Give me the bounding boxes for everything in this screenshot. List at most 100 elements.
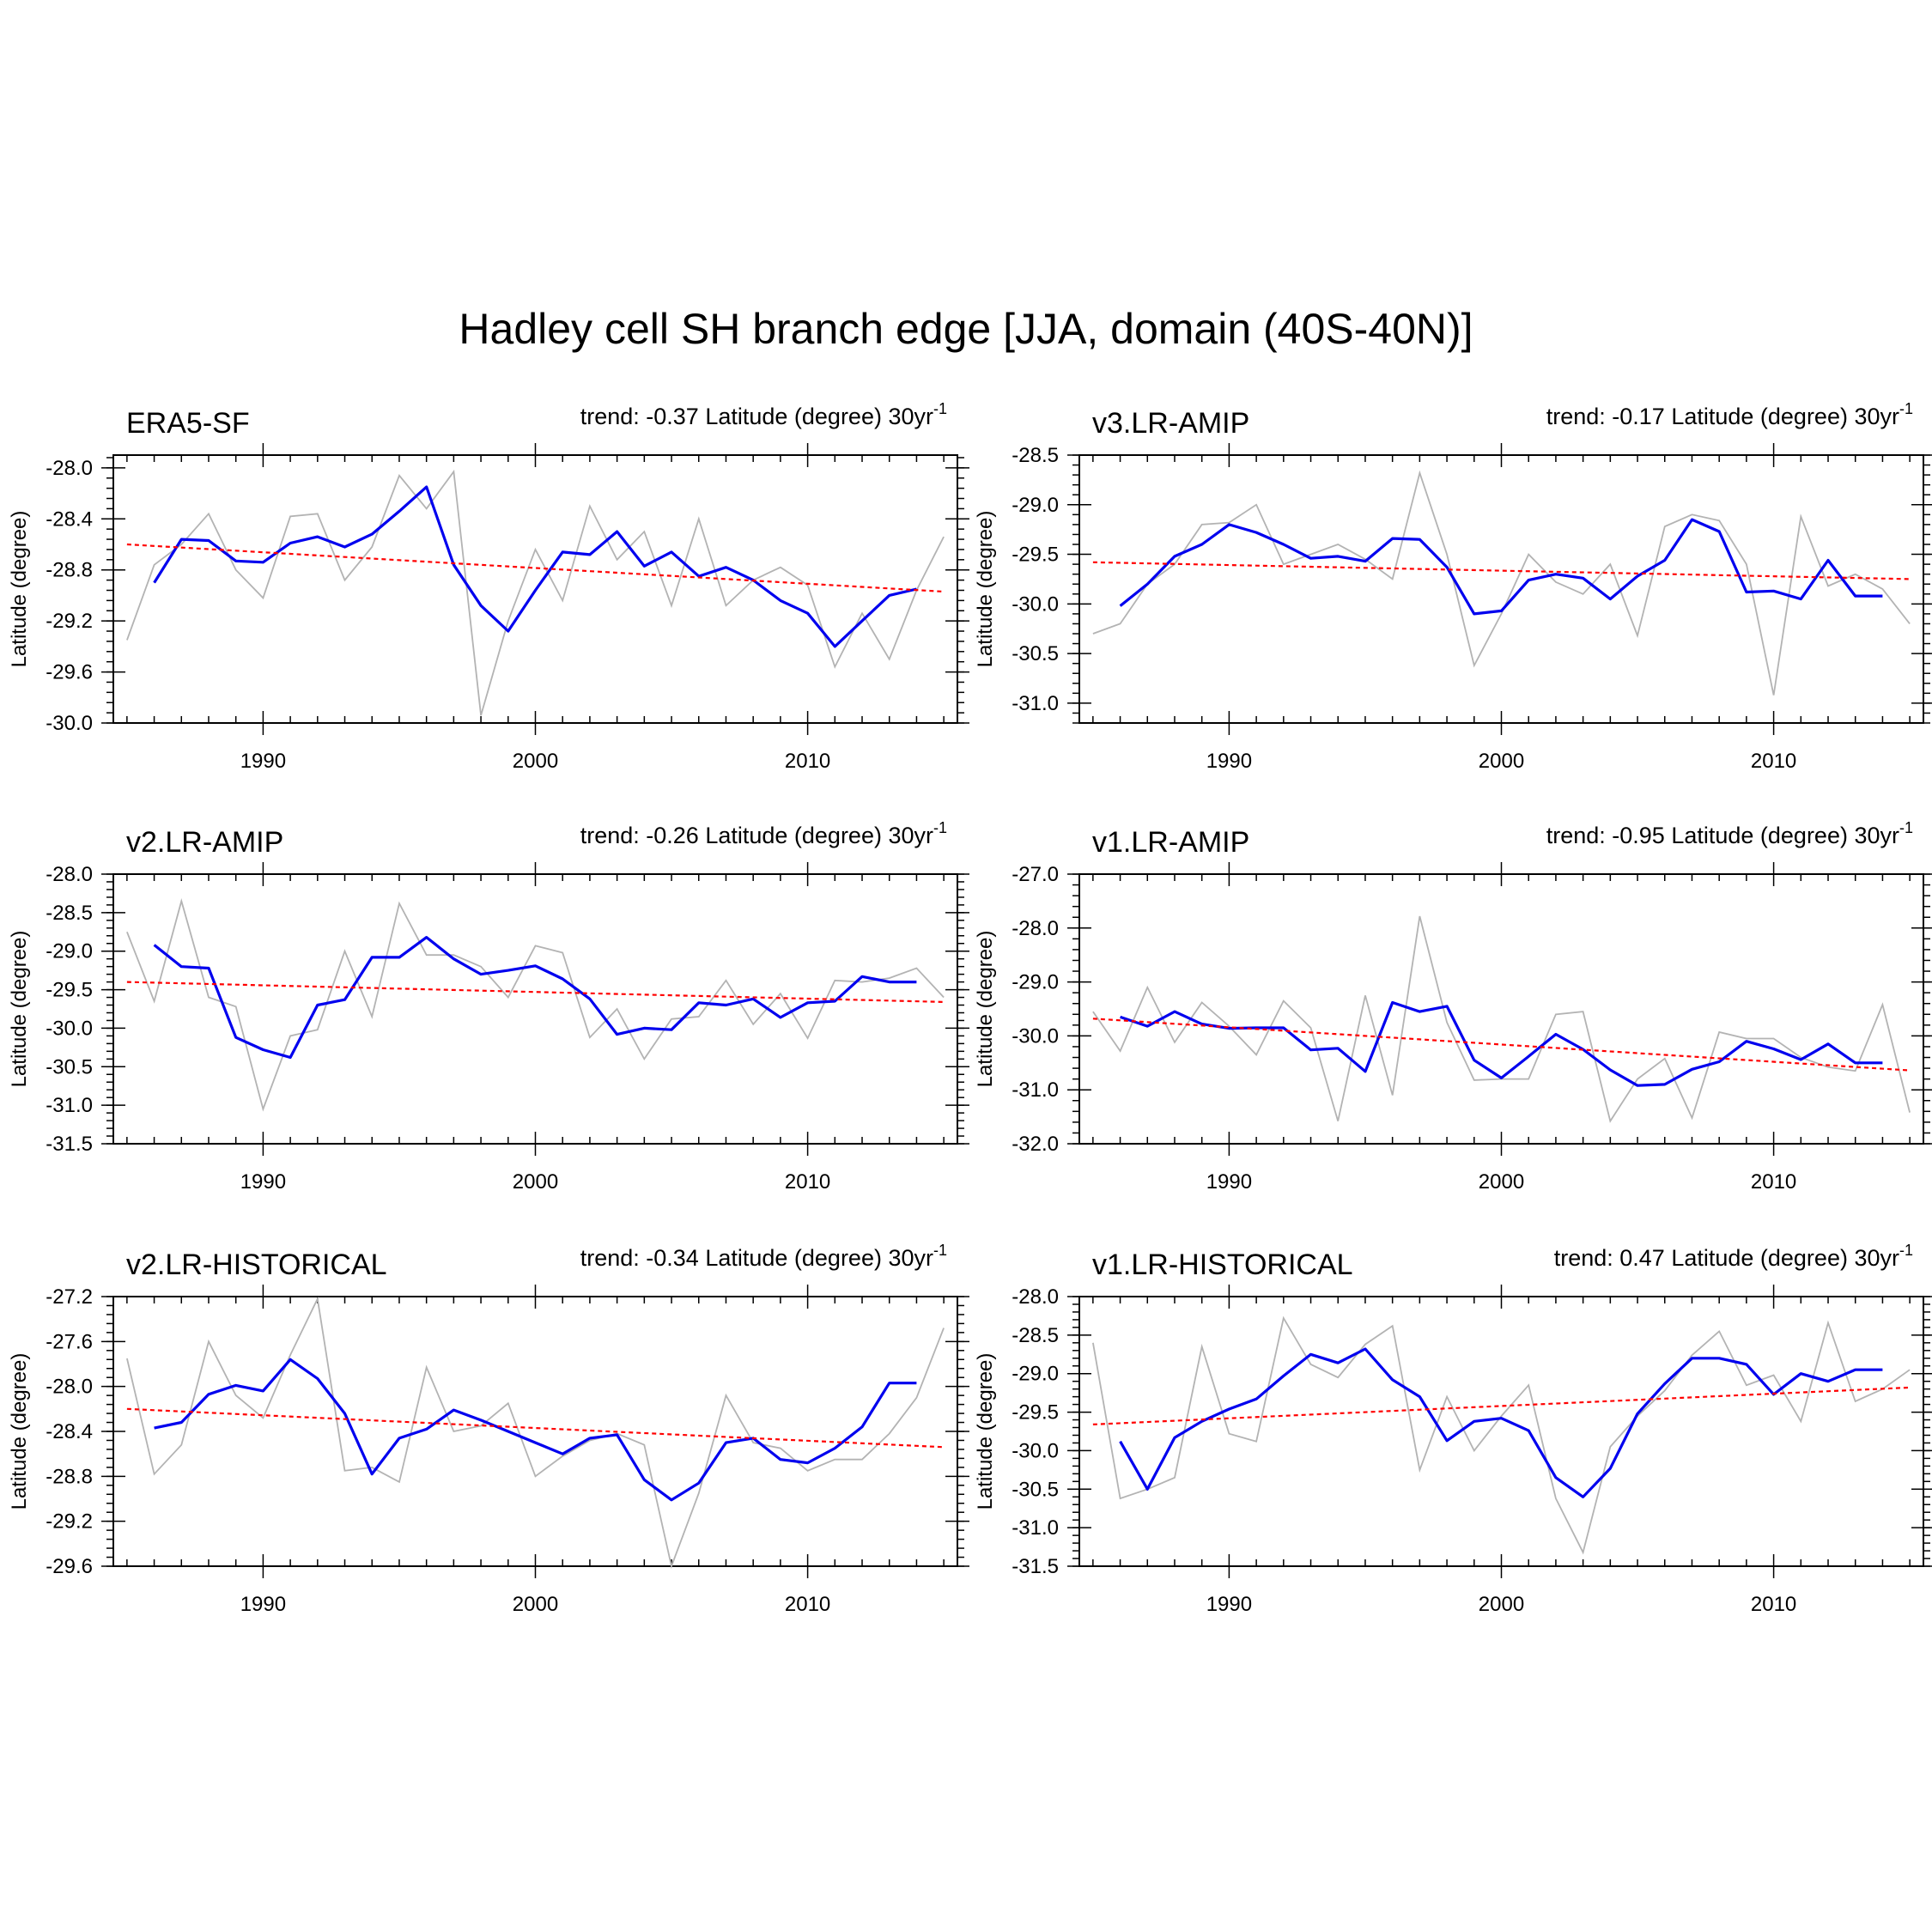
trend-superscript: -1: [1899, 400, 1913, 417]
x-tick-label: 2000: [1479, 750, 1524, 773]
series-annual-line: [1092, 915, 1911, 1123]
plot-frame: [1078, 1296, 1924, 1567]
x-tick-label: 1990: [240, 750, 286, 773]
y-axis-label: Latitude (degree): [974, 1353, 997, 1510]
panel-0: 1990 2000 2010 -28.0 -28.4 -28.8 -29.2 -29.6 -30…: [8, 400, 969, 773]
series-smoothed-line: [1120, 1000, 1883, 1087]
trend-text: trend: -0.37 Latitude (degree) 30yr: [580, 404, 933, 429]
y-tick-label: -27.0: [1012, 863, 1059, 886]
y-tick-label: -28.4: [46, 507, 93, 531]
y-tick-label: -30.0: [1012, 592, 1059, 616]
y-tick-label: -30.5: [1012, 1478, 1059, 1501]
trend-superscript: -1: [1899, 819, 1913, 836]
trend-label: trend: 0.47 Latitude (degree) 30yr-1: [1554, 1242, 1913, 1271]
trend-superscript: -1: [1899, 1242, 1913, 1259]
x-tick-label: 2010: [1751, 750, 1796, 773]
series-annual-line: [126, 469, 945, 716]
plot-frame: [112, 873, 958, 1145]
trend-label: trend: -0.37 Latitude (degree) 30yr-1: [580, 400, 947, 429]
series-annual-line: [126, 1296, 945, 1570]
trend-label: trend: -0.26 Latitude (degree) 30yr-1: [580, 819, 947, 848]
y-axis-label: Latitude (degree): [8, 1353, 31, 1510]
y-tick-label: -30.5: [46, 1055, 93, 1078]
panel-name: v2.LR-AMIP: [126, 826, 283, 859]
trend-text: trend: -0.34 Latitude (degree) 30yr: [580, 1245, 933, 1271]
series-trend-line: [126, 981, 945, 1003]
trend-label: trend: -0.95 Latitude (degree) 30yr-1: [1546, 819, 1913, 848]
y-axis-label: Latitude (degree): [974, 511, 997, 668]
y-tick-label: -28.5: [1012, 1324, 1059, 1347]
panel-name: v2.LR-HISTORICAL: [126, 1249, 387, 1281]
panel-5: 1990 2000 2010 -28.0 -28.5 -29.0 -29.5 -30.0 -30…: [974, 1242, 1932, 1616]
series-trend-line: [1092, 1386, 1911, 1425]
trend-label: trend: -0.17 Latitude (degree) 30yr-1: [1546, 400, 1913, 429]
plot-frame: [1078, 454, 1924, 724]
y-tick-label: -28.8: [46, 1465, 93, 1488]
series-trend-line: [1092, 1018, 1911, 1072]
panel-4: 1990 2000 2010 -27.2 -27.6 -28.0 -28.4 -28.8 -29…: [8, 1242, 969, 1616]
series-trend-line: [126, 1407, 945, 1449]
y-tick-label: -31.0: [1012, 1516, 1059, 1540]
y-axis-label: Latitude (degree): [8, 511, 31, 668]
y-tick-label: -30.5: [1012, 642, 1059, 665]
y-tick-label: -28.0: [1012, 917, 1059, 940]
y-tick-label: -31.0: [46, 1094, 93, 1117]
y-tick-label: -31.0: [1012, 692, 1059, 715]
x-tick-label: 2010: [785, 1593, 830, 1616]
y-tick-label: -30.0: [1012, 1439, 1059, 1462]
panel-3: 1990 2000 2010 -27.0 -28.0 -29.0 -30.0 -31.0 -32…: [974, 819, 1932, 1194]
x-tick-label: 2000: [513, 750, 558, 773]
trend-text: trend: -0.95 Latitude (degree) 30yr: [1546, 823, 1899, 848]
x-tick-label: 2010: [785, 1170, 830, 1194]
y-tick-label: -29.5: [46, 979, 93, 1002]
trend-superscript: -1: [933, 1242, 947, 1259]
series-smoothed-line: [1119, 1347, 1883, 1498]
plot-frame: [1078, 873, 1924, 1145]
trend-text: trend: -0.26 Latitude (degree) 30yr: [580, 823, 933, 848]
y-tick-label: -27.2: [46, 1285, 93, 1309]
plot-frame: [112, 1296, 958, 1567]
x-tick-label: 2010: [1751, 1170, 1796, 1194]
x-tick-label: 1990: [1206, 1170, 1252, 1194]
series-smoothed-line: [153, 935, 917, 1060]
series-smoothed-line: [153, 485, 917, 648]
y-tick-label: -31.0: [1012, 1078, 1059, 1102]
y-tick-label: -29.0: [1012, 1363, 1059, 1386]
y-tick-label: -28.8: [46, 559, 93, 582]
y-tick-label: -29.6: [46, 661, 93, 684]
y-axis-label: Latitude (degree): [974, 931, 997, 1088]
x-tick-label: 1990: [1206, 1593, 1252, 1616]
y-tick-label: -28.0: [46, 1376, 93, 1399]
x-tick-label: 1990: [1206, 750, 1252, 773]
y-axis-label: Latitude (degree): [8, 931, 31, 1088]
trend-text: trend: 0.47 Latitude (degree) 30yr: [1554, 1245, 1899, 1271]
y-tick-label: -27.6: [46, 1330, 93, 1353]
y-tick-label: -28.5: [1012, 444, 1059, 467]
x-tick-label: 1990: [240, 1593, 286, 1616]
y-tick-label: -28.0: [46, 863, 93, 886]
series-annual-line: [1092, 1315, 1911, 1555]
plot-frame: [112, 454, 958, 724]
y-tick-label: -29.6: [46, 1555, 93, 1578]
panel-1: 1990 2000 2010 -28.5 -29.0 -29.5 -30.0 -30.5 -31…: [974, 400, 1932, 773]
y-tick-label: -31.5: [1012, 1555, 1059, 1578]
y-tick-label: -29.0: [1012, 494, 1059, 517]
y-tick-label: -32.0: [1012, 1133, 1059, 1156]
y-tick-label: -29.0: [46, 940, 93, 963]
panel-2: 1990 2000 2010 -28.0 -28.5 -29.0 -29.5 -30.0 -30…: [8, 819, 969, 1194]
panel-name: v3.LR-AMIP: [1092, 407, 1249, 440]
trend-superscript: -1: [933, 819, 947, 836]
y-tick-label: -28.4: [46, 1420, 93, 1443]
y-tick-label: -31.5: [46, 1133, 93, 1156]
series-trend-line: [1092, 561, 1911, 580]
y-tick-label: -29.5: [1012, 544, 1059, 567]
y-tick-label: -29.2: [46, 1510, 93, 1534]
panel-name: v1.LR-HISTORICAL: [1092, 1249, 1353, 1281]
panel-name: ERA5-SF: [126, 407, 250, 440]
x-tick-label: 2000: [513, 1593, 558, 1616]
x-tick-label: 2000: [1479, 1593, 1524, 1616]
y-tick-label: -28.5: [46, 902, 93, 925]
trend-text: trend: -0.17 Latitude (degree) 30yr: [1546, 404, 1899, 429]
y-tick-label: -28.0: [1012, 1285, 1059, 1309]
